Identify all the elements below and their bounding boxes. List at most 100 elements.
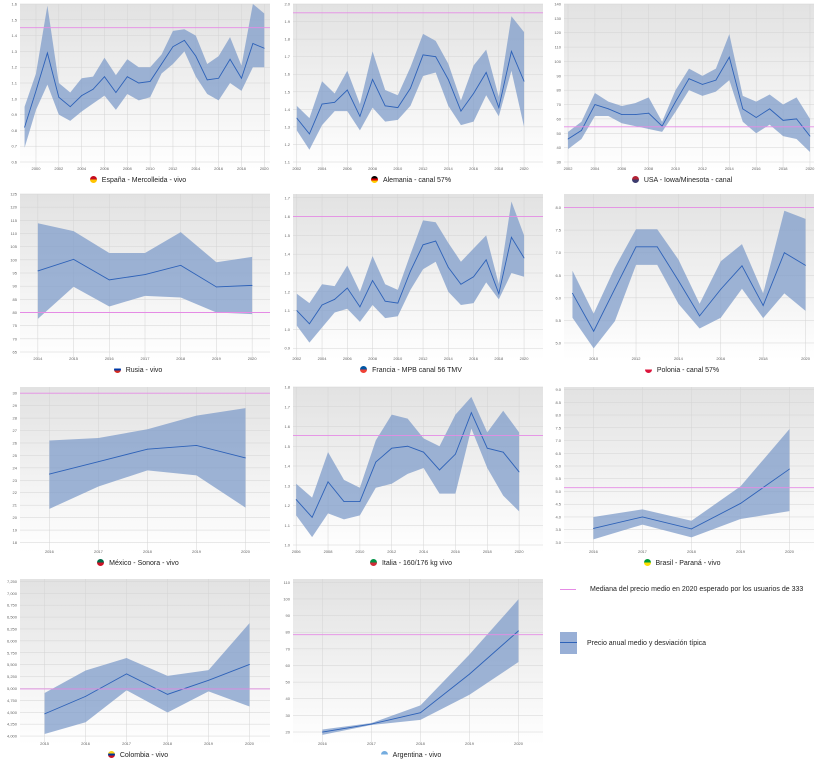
x-tick-label: 2014 bbox=[725, 166, 735, 171]
y-tick-label: 1.5 bbox=[11, 17, 17, 22]
mean-point bbox=[621, 114, 623, 115]
mean-point bbox=[359, 306, 361, 308]
std-dev-band bbox=[572, 210, 806, 349]
chart-caption: Francia - MPB canal 56 TMV bbox=[277, 366, 545, 374]
y-tick-label: 8.0 bbox=[555, 413, 561, 418]
mean-price-line bbox=[44, 664, 250, 715]
y-tick-label: 105 bbox=[10, 244, 17, 249]
y-tick-label: 1.1 bbox=[284, 308, 290, 313]
x-tick-label: 2016 bbox=[451, 549, 461, 554]
x-tick-label: 2016 bbox=[45, 549, 55, 554]
mean-point bbox=[195, 55, 197, 57]
mean-point bbox=[642, 516, 643, 518]
colombia-flag-icon bbox=[107, 751, 115, 758]
y-tick-label: 5,250 bbox=[7, 674, 18, 679]
y-tick-label: 22 bbox=[13, 490, 18, 495]
std-dev-band bbox=[568, 34, 810, 152]
mean-point bbox=[485, 259, 487, 261]
mean-point bbox=[407, 445, 409, 447]
x-tick-label: 2012 bbox=[419, 356, 429, 361]
std-dev-band bbox=[37, 223, 253, 319]
y-tick-label: 1.1 bbox=[284, 160, 290, 165]
mean-point bbox=[334, 101, 336, 103]
y-tick-label: 21 bbox=[13, 503, 18, 508]
y-tick-label: 9.0 bbox=[555, 387, 561, 392]
y-tick-label: 1.7 bbox=[284, 404, 290, 409]
mean-point bbox=[447, 79, 449, 80]
x-tick-label: 2010 bbox=[589, 356, 599, 361]
x-tick-label: 2020 bbox=[806, 166, 816, 171]
x-tick-label: 2008 bbox=[644, 166, 654, 171]
y-tick-label: 1.0 bbox=[11, 96, 17, 101]
x-tick-label: 2020 bbox=[514, 741, 524, 746]
y-tick-label: 19 bbox=[13, 528, 18, 533]
x-tick-label: 2014 bbox=[33, 356, 43, 361]
x-tick-label: 2006 bbox=[343, 166, 353, 171]
chart-title: México - Sonora - vivo bbox=[109, 560, 179, 567]
x-tick-label: 2016 bbox=[589, 549, 599, 554]
chart-svg: 30 40 50 60 70 80 90 100 110 120 130 140 2002 2004 200… bbox=[554, 2, 816, 171]
x-tick-label: 2019 bbox=[736, 549, 746, 554]
mean-point bbox=[762, 305, 764, 306]
x-tick-label: 2014 bbox=[444, 166, 454, 171]
y-tick-label: 5.0 bbox=[555, 489, 561, 494]
chart-panel: 3.0 3.5 4.0 4.5 5.0 5.5 6.0 6.5 7.0 7.5 8.0 8.5 9.0 2… bbox=[548, 385, 816, 573]
median-line-swatch bbox=[560, 589, 576, 590]
mean-point bbox=[85, 696, 86, 697]
y-tick-label: 20 bbox=[286, 730, 291, 735]
y-tick-label: 6,500 bbox=[7, 615, 18, 620]
y-tick-label: 50 bbox=[286, 680, 291, 685]
mean-point bbox=[208, 679, 209, 681]
y-tick-label: 1.2 bbox=[11, 65, 17, 70]
argentina-flag-icon bbox=[380, 751, 388, 758]
mean-point bbox=[422, 54, 424, 56]
std-dev-band bbox=[322, 599, 519, 735]
mean-point bbox=[397, 302, 399, 304]
mean-point bbox=[439, 469, 440, 471]
mean-point bbox=[58, 96, 60, 98]
x-tick-label: 2017 bbox=[122, 741, 132, 746]
mean-point bbox=[699, 315, 700, 317]
chart-title: Francia - MPB canal 56 TMV bbox=[372, 367, 462, 374]
y-tick-label: 1.2 bbox=[284, 142, 290, 147]
y-tick-label: 1.0 bbox=[284, 543, 290, 548]
mean-price-line bbox=[24, 39, 265, 128]
y-tick-label: 0.9 bbox=[284, 346, 290, 351]
mean-point bbox=[321, 304, 323, 306]
std-dev-band bbox=[593, 429, 790, 540]
x-tick-label: 2014 bbox=[191, 166, 201, 171]
mean-point bbox=[715, 79, 717, 81]
y-tick-label: 1.9 bbox=[284, 19, 290, 24]
mean-point bbox=[126, 76, 128, 78]
mean-point bbox=[296, 310, 298, 312]
mean-point bbox=[138, 82, 140, 84]
x-tick-label: 2012 bbox=[419, 166, 429, 171]
y-tick-label: 29 bbox=[13, 403, 18, 408]
chart-title: Brasil - Paraná - vivo bbox=[655, 560, 721, 567]
france-flag-icon bbox=[360, 366, 368, 373]
x-tick-label: 2018 bbox=[176, 356, 186, 361]
x-tick-label: 2002 bbox=[292, 356, 302, 361]
mean-point bbox=[104, 76, 105, 78]
x-tick-label: 2008 bbox=[368, 356, 378, 361]
chart-svg: 0.6 0.7 0.8 0.9 1.0 1.1 1.2 1.3 1.4 1.5 1.6 2000 200… bbox=[11, 2, 270, 171]
mean-point bbox=[245, 457, 246, 459]
chart-caption: Rusia - vivo bbox=[4, 366, 272, 374]
chart-panel: 20 30 40 50 60 70 80 90 100 110 2016 2017 2018 2019 20… bbox=[277, 577, 545, 765]
x-tick-label: 2014 bbox=[444, 356, 454, 361]
x-tick-label: 2018 bbox=[143, 549, 153, 554]
mean-point bbox=[167, 693, 168, 695]
y-tick-label: 140 bbox=[554, 2, 561, 7]
mean-point bbox=[384, 105, 386, 107]
mean-point bbox=[115, 92, 117, 93]
mean-point bbox=[422, 244, 424, 246]
x-tick-label: 2004 bbox=[318, 166, 328, 171]
mean-point bbox=[782, 119, 784, 121]
y-tick-label: 7.5 bbox=[555, 425, 561, 430]
y-tick-label: 7,000 bbox=[7, 591, 18, 596]
y-tick-label: 23 bbox=[13, 478, 18, 483]
y-tick-label: 7.5 bbox=[555, 228, 561, 233]
y-tick-label: 25 bbox=[13, 453, 18, 458]
germany-flag-icon bbox=[370, 176, 378, 183]
y-tick-label: 6,750 bbox=[7, 603, 18, 608]
